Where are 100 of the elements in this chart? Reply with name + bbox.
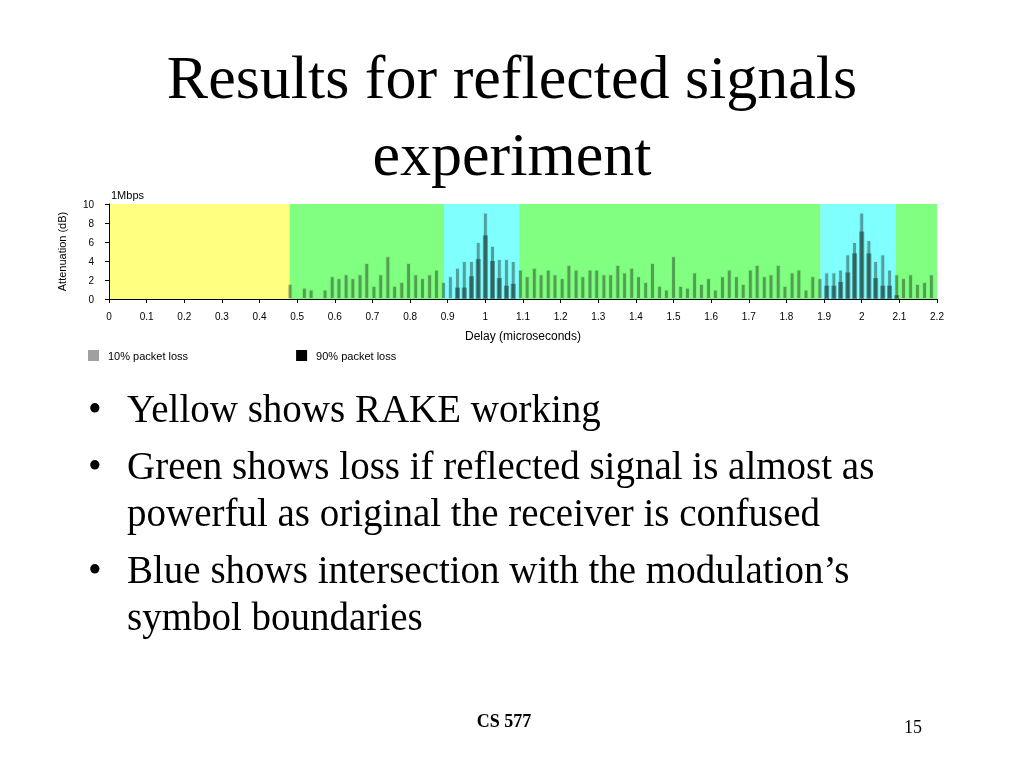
bar: [482, 212, 488, 299]
y-axis-title: Attenuation (dB): [55, 211, 68, 292]
bar: [908, 274, 914, 299]
x-tick-label: 0.2: [177, 310, 192, 322]
y-tick-label: 0: [88, 293, 95, 305]
bar: [455, 267, 461, 299]
bar: [663, 289, 669, 299]
x-tick-label: 1.9: [817, 310, 832, 322]
x-tick-label: 1.1: [516, 310, 531, 322]
x-tick-label: 0.8: [403, 310, 418, 322]
x-tick-label: 0.6: [327, 310, 343, 322]
y-tick-label: 2: [88, 274, 95, 286]
y-tick-label: 8: [88, 217, 95, 229]
bar: [629, 267, 635, 299]
bar: [671, 256, 677, 299]
bar: [894, 274, 900, 299]
bar: [880, 285, 886, 299]
x-tick-label: 1.7: [741, 310, 757, 322]
bar: [468, 276, 474, 299]
chart-subtitle: 1Mbps: [111, 188, 145, 201]
bar: [475, 259, 481, 299]
x-tick-label: 2.2: [930, 310, 945, 322]
legend-label: 10% packet loss: [108, 349, 189, 362]
bar: [490, 245, 496, 299]
x-tick-label: 1.8: [779, 310, 794, 322]
y-tick-label: 6: [88, 236, 95, 248]
bar: [490, 261, 496, 299]
bar: [873, 278, 879, 299]
bar: [678, 285, 684, 299]
bar: [510, 283, 516, 299]
bar: [706, 278, 712, 299]
bar: [468, 261, 474, 299]
x-axis-title: Delay (microseconds): [464, 329, 582, 343]
bar: [433, 269, 439, 299]
bar: [399, 281, 405, 299]
x-tick-label: 0.9: [440, 310, 456, 322]
x-tick-label: 2: [858, 310, 865, 322]
bar: [503, 285, 509, 299]
x-tick-label: 1.6: [704, 310, 719, 322]
bar: [719, 276, 725, 299]
bar: [901, 278, 906, 299]
x-tick-label: 1.3: [591, 310, 606, 322]
bar: [859, 231, 865, 299]
bar: [733, 276, 739, 299]
text: • Blue shows intersection with the modulation’s symbol boundaries: [88, 547, 851, 640]
bar: [649, 262, 655, 299]
bar: [503, 259, 509, 299]
legend-label: 90% packet loss: [316, 349, 397, 362]
y-tick-label: 10: [82, 198, 95, 210]
x-tick-label: 0: [106, 310, 113, 322]
x-tick-label: 0.4: [252, 310, 267, 322]
bar: [636, 276, 642, 299]
x-tick-label: 1.2: [553, 310, 569, 322]
bar: [482, 235, 488, 299]
bar: [447, 276, 453, 299]
x-tick-label: 1.4: [628, 310, 644, 322]
bar: [420, 278, 426, 299]
bar: [887, 269, 893, 299]
bar: [406, 262, 412, 299]
bar: [838, 281, 844, 299]
text: CS 577: [475, 711, 533, 732]
bar: [852, 242, 858, 299]
y-tick-label: 4: [88, 255, 95, 267]
bar: [880, 254, 886, 299]
bar: [427, 274, 433, 299]
bar: [922, 281, 928, 299]
bar: [866, 253, 872, 299]
bar: [698, 283, 704, 299]
x-tick-label: 0.7: [365, 310, 380, 322]
bar: [510, 261, 516, 299]
bar: [496, 278, 502, 299]
text: • Yellow shows RAKE working: [88, 386, 602, 432]
bar: [322, 289, 328, 299]
bar: [852, 253, 858, 299]
bar: [845, 272, 851, 299]
bar: [413, 274, 419, 299]
text: 15: [903, 717, 922, 738]
bar: [831, 285, 837, 299]
bar: [461, 287, 467, 299]
bar: [287, 283, 293, 299]
bar: [622, 272, 628, 299]
bar: [712, 289, 718, 299]
bar: [461, 261, 467, 299]
bar: [441, 281, 447, 299]
bar: [726, 269, 732, 299]
bar: [692, 272, 698, 299]
bar: [455, 287, 461, 299]
chart-title: Results for reflected signals experiment: [166, 43, 858, 188]
x-tick-label: 0.1: [139, 310, 155, 322]
bar: [845, 254, 851, 299]
bar: [928, 274, 934, 299]
bar: [475, 242, 481, 299]
x-tick-label: 0.5: [290, 310, 305, 322]
bar: [684, 287, 690, 299]
bar: [894, 295, 900, 299]
text: • Green shows loss if reflected signal is almost as powerful as original the receiver is confused: [88, 443, 876, 536]
bar: [859, 212, 865, 299]
x-tick-label: 0.3: [214, 310, 230, 322]
bar: [824, 285, 830, 299]
bar: [887, 285, 893, 299]
